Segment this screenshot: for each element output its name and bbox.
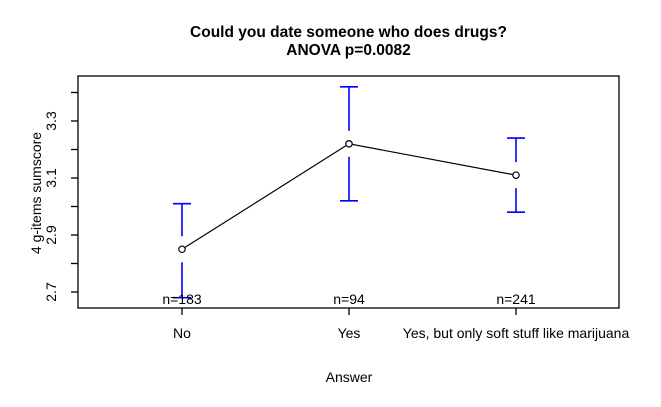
chart-subtitle: ANOVA p=0.0082 [286, 42, 411, 59]
mean-marker [512, 171, 520, 179]
y-tick-label: 2.9 [43, 225, 59, 245]
y-axis-label: 4 g-items sumscore [28, 131, 44, 255]
y-tick-label: 2.7 [43, 282, 59, 302]
mean-marker [345, 140, 353, 148]
x-category-label: No [173, 325, 191, 341]
n-count-label: n=241 [496, 291, 536, 307]
y-tick-label: 3.1 [43, 168, 59, 188]
mean-marker [178, 245, 186, 254]
x-axis-label: Answer [325, 369, 373, 385]
n-count-label: n=94 [333, 291, 365, 307]
y-tick-label: 3.3 [43, 111, 59, 131]
n-count-label: n=183 [162, 291, 202, 307]
chart-title: Could you date someone who does drugs? [190, 24, 507, 41]
x-category-label: Yes [337, 325, 361, 341]
x-category-label: Yes, but only soft stuff like marijuana [402, 325, 630, 341]
